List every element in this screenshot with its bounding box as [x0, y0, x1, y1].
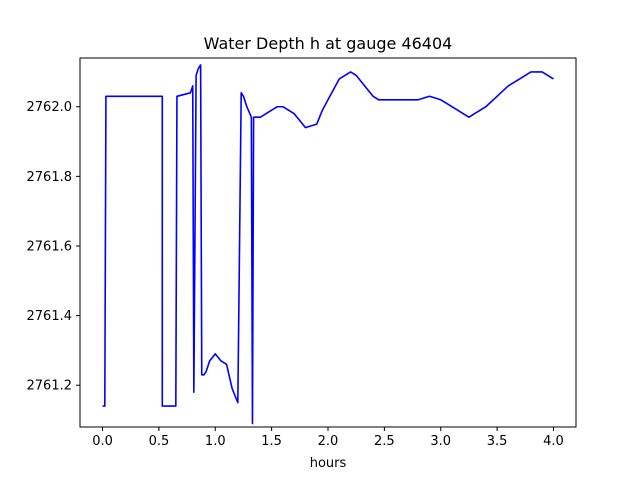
series-line-0	[102, 64, 554, 425]
x-tick-label: 3.0	[430, 434, 451, 449]
chart-title: Water Depth h at gauge 46404	[204, 34, 453, 53]
x-tick-label: 3.5	[487, 434, 508, 449]
y-tick-label: 2761.6	[27, 239, 73, 254]
y-tick-label: 2761.4	[27, 309, 73, 324]
x-tick-label: 4.0	[543, 434, 564, 449]
x-axis-ticks: 0.0 0.5 1.0 1.5 2.0 2.5 3.0 3.5 4.0	[92, 427, 564, 449]
x-axis-label: hours	[310, 456, 347, 471]
y-axis-ticks: 2761.2 2761.4 2761.6 2761.8 2762.0	[27, 100, 80, 394]
plot-frame	[79, 57, 577, 428]
x-tick-label: 2.5	[374, 434, 395, 449]
x-tick-label: 1.0	[205, 434, 226, 449]
x-tick-label: 0.5	[149, 434, 170, 449]
x-tick-label: 1.5	[261, 434, 282, 449]
x-tick-label: 2.0	[318, 434, 339, 449]
y-tick-label: 2761.8	[27, 170, 73, 185]
y-tick-label: 2762.0	[27, 100, 73, 115]
y-tick-label: 2761.2	[27, 379, 73, 394]
plot-area	[102, 64, 554, 425]
x-tick-label: 0.0	[92, 434, 113, 449]
